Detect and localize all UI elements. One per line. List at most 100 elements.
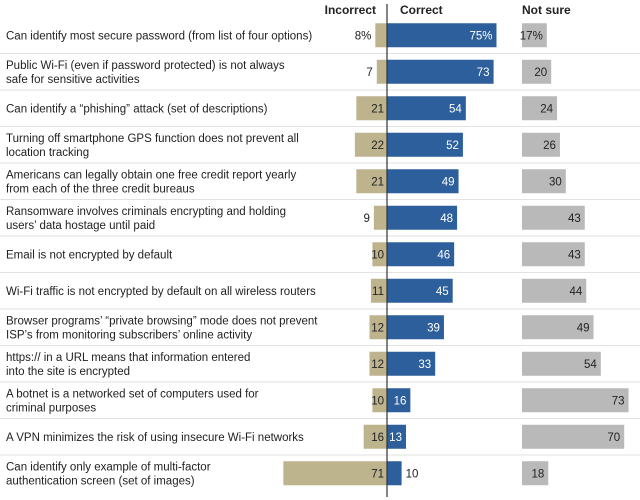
- category-label-line: Turning off smartphone GPS function does…: [6, 133, 299, 145]
- incorrect-bar: [372, 388, 387, 413]
- incorrect-bar: [283, 461, 387, 486]
- incorrect-bar: [369, 315, 387, 340]
- category-label-line: Can identify a “phishing” attack (set of…: [6, 103, 268, 115]
- category-label: https:// in a URL means that information…: [6, 352, 250, 378]
- correct-bar: [387, 96, 466, 121]
- incorrect-bar: [356, 96, 387, 121]
- incorrect-value-label: 12: [371, 359, 384, 371]
- category-label: Public Wi-Fi (even if password protected…: [6, 60, 285, 86]
- not-sure-value-label: 17%: [520, 30, 543, 42]
- correct-value-label: 13: [389, 432, 402, 444]
- category-label: Can identify only example of multi-facto…: [6, 461, 211, 487]
- category-label: Browser programs’ “private browsing” mod…: [6, 315, 318, 341]
- category-label: Turning off smartphone GPS function does…: [6, 133, 299, 159]
- incorrect-bar: [369, 351, 387, 376]
- category-label: Americans can legally obtain one free cr…: [6, 169, 296, 195]
- correct-value-label: 73: [477, 67, 490, 79]
- category-label-line: authentication screen (set of images): [6, 475, 195, 487]
- not-sure-value-label: 49: [577, 322, 590, 334]
- incorrect-value-label: 10: [371, 249, 384, 261]
- not-sure-bar: [522, 132, 560, 157]
- correct-value-label: 49: [442, 176, 455, 188]
- category-label-line: A botnet is a networked set of computers…: [6, 388, 259, 400]
- not-sure-bar: [522, 242, 585, 267]
- not-sure-bar: [522, 351, 601, 376]
- correct-bar: [387, 132, 463, 157]
- category-label-line: ISP’s from monitoring subscribers’ onlin…: [6, 329, 252, 341]
- incorrect-value-label: 71: [371, 468, 384, 480]
- incorrect-bar: [363, 424, 387, 449]
- category-label-line: Can identify most secure password (from …: [6, 30, 312, 42]
- not-sure-value-label: 20: [534, 67, 547, 79]
- not-sure-bar: [522, 59, 552, 84]
- chart-rows: Can identify most secure password (from …: [0, 23, 640, 487]
- correct-bar: [387, 59, 494, 84]
- not-sure-bar: [522, 278, 587, 303]
- category-label-line: safe for sensitive activities: [6, 74, 140, 86]
- category-label: Ransomware involves criminals encrypting…: [6, 206, 286, 232]
- not-sure-bar: [522, 461, 549, 486]
- category-label-line: Ransomware involves criminals encrypting…: [6, 206, 286, 218]
- correct-value-label: 10: [406, 468, 419, 480]
- category-label-line: users’ data hostage until paid: [6, 220, 155, 232]
- correct-bar: [387, 205, 458, 230]
- incorrect-bar: [356, 169, 387, 194]
- incorrect-bar: [354, 132, 387, 157]
- correct-bar: [387, 315, 444, 340]
- incorrect-bar: [375, 23, 387, 48]
- category-label: Wi-Fi traffic is not encrypted by defaul…: [6, 286, 316, 298]
- incorrect-bar: [376, 59, 387, 84]
- incorrect-bar: [373, 205, 387, 230]
- not-sure-value-label: 24: [540, 103, 553, 115]
- category-label-line: A VPN minimizes the risk of using insecu…: [6, 432, 304, 444]
- correct-value-label: 33: [418, 359, 431, 371]
- category-label-line: into the site is encrypted: [6, 366, 130, 378]
- incorrect-value-label: 11: [372, 286, 384, 298]
- correct-bar: [387, 242, 455, 267]
- incorrect-value-label: 22: [371, 140, 384, 152]
- category-label: Can identify most secure password (from …: [6, 30, 312, 42]
- correct-value-label: 39: [427, 322, 440, 334]
- not-sure-value-label: 18: [531, 468, 544, 480]
- correct-value-label: 52: [446, 140, 459, 152]
- category-label-line: Can identify only example of multi-facto…: [6, 461, 211, 473]
- incorrect-bar: [372, 242, 387, 267]
- category-label-line: location tracking: [6, 147, 89, 159]
- correct-bar: [387, 351, 436, 376]
- correct-value-label: 45: [436, 286, 449, 298]
- correct-value-label: 75%: [469, 30, 492, 42]
- column-headers: Incorrect Correct Not sure: [325, 3, 571, 17]
- not-sure-value-label: 44: [569, 286, 582, 298]
- correct-bar: [387, 278, 453, 303]
- correct-value-label: 54: [449, 103, 462, 115]
- category-label: Email is not encrypted by default: [6, 249, 173, 261]
- correct-bar: [387, 388, 411, 413]
- category-label-line: Wi-Fi traffic is not encrypted by defaul…: [6, 286, 316, 298]
- correct-bar: [387, 23, 497, 48]
- not-sure-value-label: 73: [612, 395, 625, 407]
- incorrect-value-label: 21: [371, 103, 384, 115]
- incorrect-value-label: 7: [366, 67, 372, 79]
- not-sure-value-label: 70: [607, 432, 620, 444]
- category-label-line: Browser programs’ “private browsing” mod…: [6, 315, 318, 327]
- incorrect-value-label: 8%: [355, 30, 372, 42]
- category-label-line: Public Wi-Fi (even if password protected…: [6, 60, 285, 72]
- category-label: A botnet is a networked set of computers…: [6, 388, 259, 414]
- header-incorrect: Incorrect: [325, 3, 376, 17]
- not-sure-value-label: 30: [549, 176, 562, 188]
- incorrect-value-label: 12: [371, 322, 384, 334]
- incorrect-value-label: 21: [371, 176, 384, 188]
- category-label-line: Email is not encrypted by default: [6, 249, 173, 261]
- header-correct: Correct: [400, 3, 443, 17]
- not-sure-bar: [522, 96, 558, 121]
- correct-bar: [387, 461, 402, 486]
- not-sure-bar: [522, 205, 585, 230]
- not-sure-bar: [522, 315, 594, 340]
- correct-bar: [387, 169, 459, 194]
- not-sure-value-label: 43: [568, 249, 581, 261]
- correct-value-label: 48: [440, 213, 453, 225]
- not-sure-bar: [522, 169, 566, 194]
- category-label: A VPN minimizes the risk of using insecu…: [6, 432, 304, 444]
- header-not-sure: Not sure: [522, 3, 571, 17]
